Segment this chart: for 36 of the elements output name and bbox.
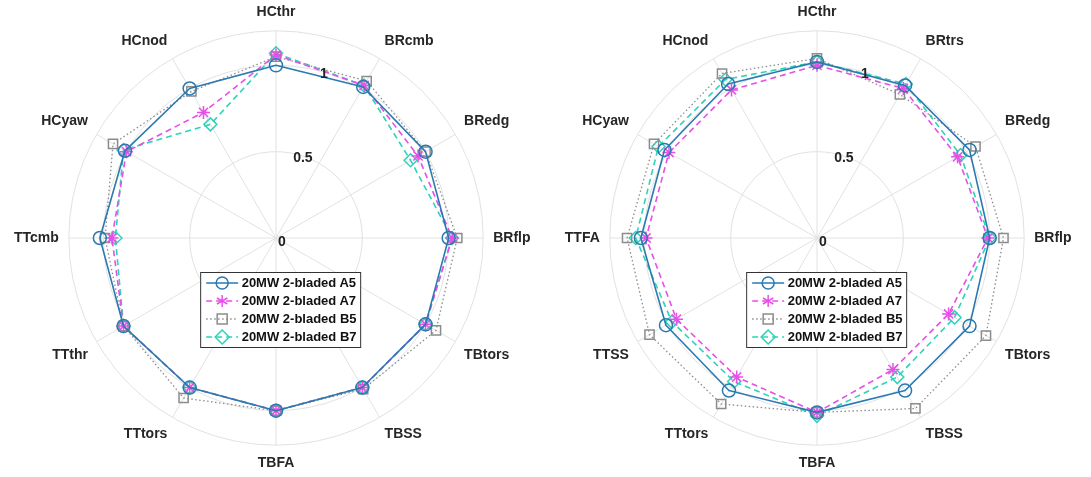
spoke-label: TTcmb xyxy=(13,228,59,245)
legend-label: 20MW 2-bladed A7 xyxy=(787,293,903,309)
y-tick-label: 0.5 xyxy=(834,149,854,166)
spoke-label: BRcmb xyxy=(384,32,434,49)
spoke-label: HCyaw xyxy=(41,111,88,128)
legend-label: 20MW 2-bladed A5 xyxy=(787,275,903,291)
spoke-label: TBSS xyxy=(925,425,963,442)
y-tick-label: 0 xyxy=(278,232,287,249)
spoke-label: TBFA xyxy=(257,454,295,471)
legend-label: 20MW 2-bladed B7 xyxy=(241,329,357,345)
spoke-label: TTthr xyxy=(52,345,89,362)
spoke-label: HCthr xyxy=(256,3,296,20)
legend-label: 20MW 2-bladed A7 xyxy=(241,293,357,309)
spoke-label: HCnod xyxy=(121,32,168,49)
spoke-label: BRedg xyxy=(1005,111,1051,128)
spoke-label: HCyaw xyxy=(582,111,629,128)
spoke-label: BRtrs xyxy=(925,32,964,49)
spoke-label: TTtors xyxy=(664,425,709,442)
legend-label: 20MW 2-bladed B7 xyxy=(787,329,903,345)
spoke-label: TBSS xyxy=(384,425,422,442)
spoke-label: HCthr xyxy=(797,3,837,20)
spoke-label: BRedg xyxy=(464,111,510,128)
spoke-label: HCnod xyxy=(662,32,709,49)
legend-label: 20MW 2-bladed B5 xyxy=(241,311,357,327)
spoke-label: TTtors xyxy=(123,425,168,442)
y-tick-label: 0.5 xyxy=(293,149,313,166)
spoke-label: TBtors xyxy=(464,345,510,362)
spoke-label: BRflp xyxy=(493,228,531,245)
spoke-label: TTSS xyxy=(593,345,629,362)
legend-label: 20MW 2-bladed B5 xyxy=(787,311,903,327)
legend-label: 20MW 2-bladed A5 xyxy=(241,275,357,291)
y-tick-label: 0 xyxy=(819,232,828,249)
spoke-label: BRflp xyxy=(1034,228,1072,245)
spoke-label: TBtors xyxy=(1005,345,1051,362)
spoke-label: TBFA xyxy=(798,454,836,471)
spoke-label: TTFA xyxy=(564,228,600,245)
